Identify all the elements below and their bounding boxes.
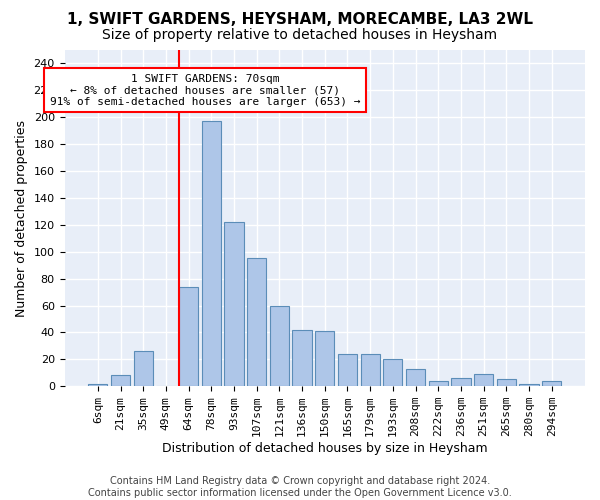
Bar [224,222,244,386]
Text: Size of property relative to detached houses in Heysham: Size of property relative to detached ho… [103,28,497,42]
Bar [383,360,403,386]
Bar [428,381,448,386]
Bar [474,374,493,386]
Bar [451,378,470,386]
Bar [542,381,562,386]
Bar [292,330,312,386]
Bar [406,368,425,386]
Bar [202,122,221,386]
Bar [134,352,153,386]
Text: 1, SWIFT GARDENS, HEYSHAM, MORECAMBE, LA3 2WL: 1, SWIFT GARDENS, HEYSHAM, MORECAMBE, LA… [67,12,533,28]
Text: 1 SWIFT GARDENS: 70sqm
← 8% of detached houses are smaller (57)
91% of semi-deta: 1 SWIFT GARDENS: 70sqm ← 8% of detached … [50,74,361,106]
Bar [247,258,266,386]
Bar [270,306,289,386]
Text: Contains HM Land Registry data © Crown copyright and database right 2024.
Contai: Contains HM Land Registry data © Crown c… [88,476,512,498]
Bar [88,384,107,386]
X-axis label: Distribution of detached houses by size in Heysham: Distribution of detached houses by size … [162,442,488,455]
Bar [111,376,130,386]
Bar [361,354,380,386]
Bar [179,286,198,386]
Bar [338,354,357,386]
Bar [520,384,539,386]
Bar [315,331,334,386]
Bar [497,380,516,386]
Y-axis label: Number of detached properties: Number of detached properties [15,120,28,316]
